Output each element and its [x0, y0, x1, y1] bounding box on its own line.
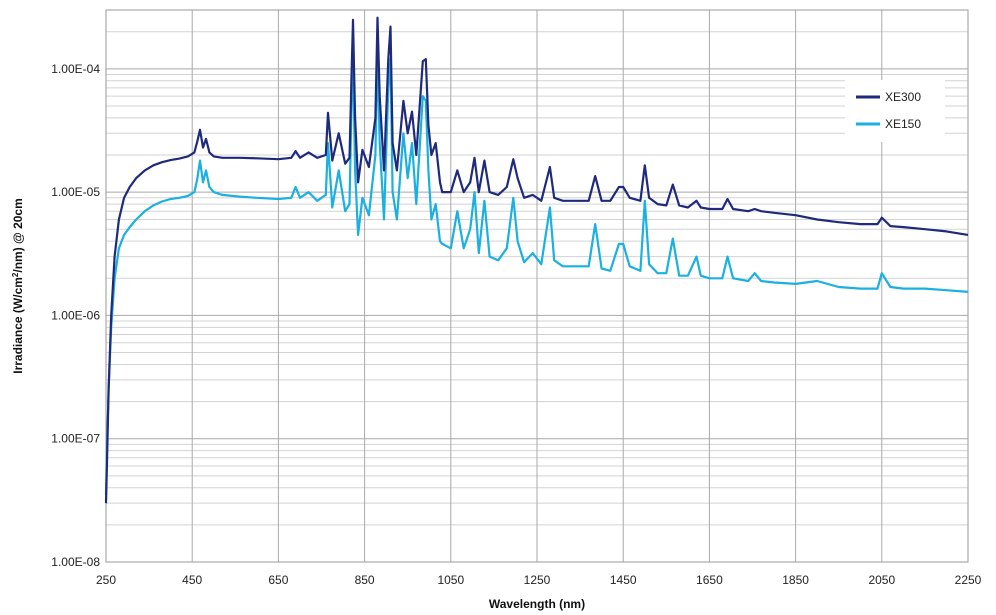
legend: XE300 XE150	[845, 80, 945, 142]
x-axis-ticks: 250 450 650 850 1050 1250 1450 1650 1850 2050 2250	[96, 573, 982, 587]
plot-border	[105, 9, 969, 563]
series-layer	[104, 16, 969, 504]
x-tick-label: 2050	[868, 573, 895, 587]
x-tick-label: 650	[268, 573, 288, 587]
series-line-xe150	[104, 49, 969, 495]
x-tick-label: 850	[355, 573, 375, 587]
x-tick-label: 450	[182, 573, 202, 587]
y-tick-label: 1.00E-04	[51, 62, 100, 76]
x-tick-label: 1450	[610, 573, 637, 587]
y-axis-title-part-1: Irradiance (W/cm	[11, 277, 25, 374]
y-tick-label: 1.00E-07	[51, 432, 100, 446]
y-axis-title-superscript: 2	[11, 272, 20, 277]
x-tick-label: 2250	[955, 573, 982, 587]
legend-box	[845, 80, 945, 142]
series-line-xe300	[104, 16, 969, 504]
y-axis-title-part-2: /nm) @ 20cm	[11, 198, 25, 272]
x-axis-title: Wavelength (nm)	[489, 597, 585, 611]
y-tick-label: 1.00E-06	[51, 308, 100, 322]
x-tick-label: 1650	[696, 573, 723, 587]
x-tick-label: 1850	[782, 573, 809, 587]
y-tick-label: 1.00E-08	[51, 555, 100, 569]
y-axis-ticks: 1.00E-08 1.00E-07 1.00E-06 1.00E-05 1.00E-04	[51, 62, 100, 569]
x-tick-label: 1050	[437, 573, 464, 587]
x-tick-label: 250	[96, 573, 116, 587]
y-axis-title: Irradiance (W/cm2/nm) @ 20cm	[11, 198, 25, 374]
legend-label-xe150: XE150	[885, 117, 921, 131]
legend-label-xe300: XE300	[885, 90, 921, 104]
x-tick-label: 1250	[524, 573, 551, 587]
y-tick-label: 1.00E-05	[51, 185, 100, 199]
